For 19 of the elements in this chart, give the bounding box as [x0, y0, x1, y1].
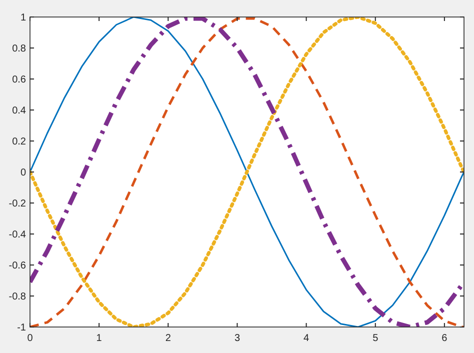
x-tick-label: 3 [234, 333, 240, 344]
y-tick-label: 0.8 [12, 44, 26, 54]
y-tick-label: 0.2 [12, 136, 26, 148]
x-tick-label: 1 [96, 333, 102, 344]
x-tick-label: 5 [372, 333, 379, 344]
y-tick-label: -0.4 [8, 230, 26, 240]
x-tick-label: 4 [304, 333, 310, 344]
x-tick-label: 6 [442, 333, 448, 344]
y-tick-label: -0.2 [8, 198, 26, 210]
line-series [30, 17, 464, 327]
y-tick-label: -0.6 [8, 260, 26, 272]
y-tick-label: 1 [20, 12, 26, 24]
y-tick-label: -1 [17, 322, 26, 334]
y-tick-label: 0 [20, 168, 26, 178]
x-tick-label: 2 [165, 333, 172, 344]
y-tick-label: 0.4 [12, 106, 26, 116]
y-tick-label: -0.8 [8, 292, 26, 302]
x-tick-label: 0 [27, 333, 34, 344]
y-tick-label: 0.6 [12, 74, 26, 86]
